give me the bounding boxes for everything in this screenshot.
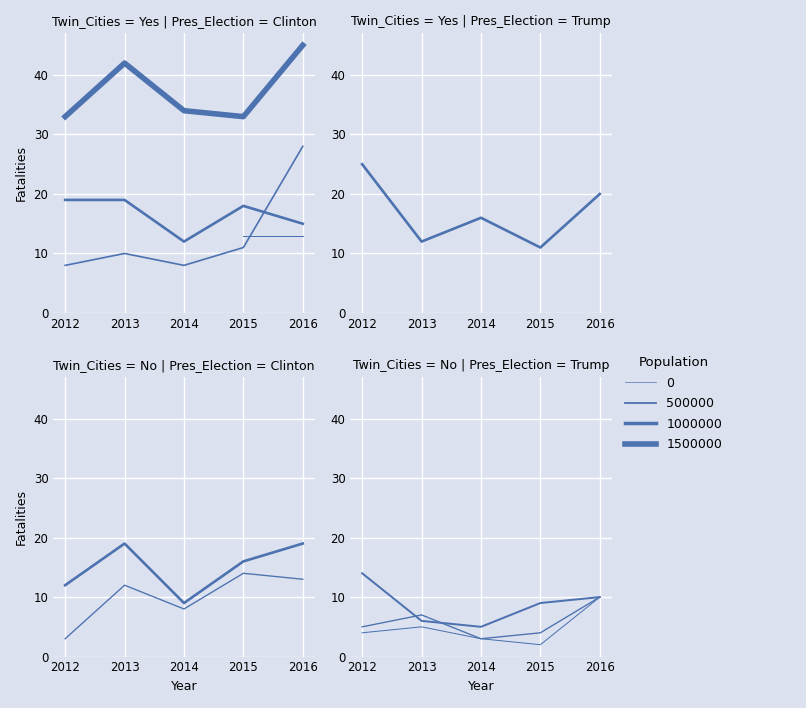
- Title: Twin_Cities = No | Pres_Election = Clinton: Twin_Cities = No | Pres_Election = Clint…: [53, 359, 314, 372]
- Title: Twin_Cities = Yes | Pres_Election = Clinton: Twin_Cities = Yes | Pres_Election = Clin…: [52, 15, 316, 28]
- Title: Twin_Cities = No | Pres_Election = Trump: Twin_Cities = No | Pres_Election = Trump: [353, 359, 609, 372]
- Title: Twin_Cities = Yes | Pres_Election = Trump: Twin_Cities = Yes | Pres_Election = Trum…: [351, 15, 611, 28]
- Y-axis label: Fatalities: Fatalities: [15, 489, 28, 544]
- Legend: 0, 500000, 1000000, 1500000: 0, 500000, 1000000, 1500000: [619, 350, 729, 457]
- X-axis label: Year: Year: [171, 680, 197, 693]
- X-axis label: Year: Year: [467, 680, 494, 693]
- Y-axis label: Fatalities: Fatalities: [15, 145, 28, 201]
